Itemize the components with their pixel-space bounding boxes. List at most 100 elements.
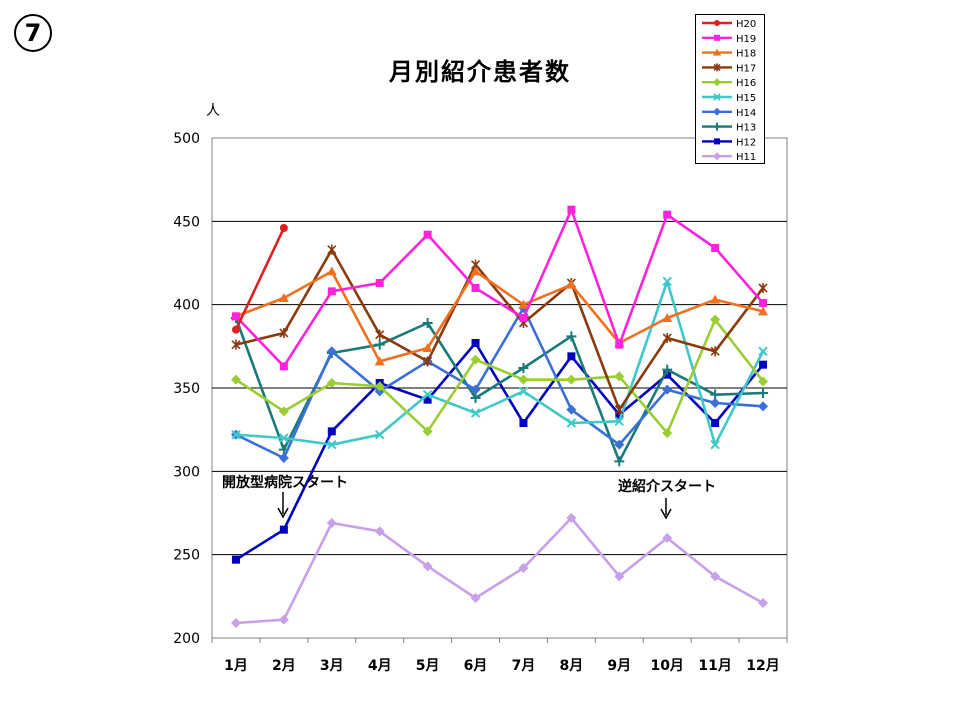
x-tick-label: 4月: [368, 658, 392, 674]
series-h16: [230, 314, 769, 438]
data-point: [374, 356, 385, 366]
series-line: [235, 516, 764, 625]
legend: H20 H19 H18 H17 H16 H15 H14 H13 H12 H11: [695, 14, 765, 164]
data-point: [374, 339, 385, 350]
series-h15: [231, 276, 768, 450]
data-point: [278, 293, 289, 302]
data-point: [614, 456, 625, 467]
data-point: [710, 346, 720, 357]
y-tick-label: 500: [173, 131, 200, 147]
data-point: [279, 362, 288, 371]
data-point: [566, 331, 577, 342]
legend-label: H12: [736, 137, 756, 148]
legend-item-h11: H11: [702, 152, 756, 163]
x-tick-label: 6月: [464, 658, 488, 674]
data-point: [470, 393, 481, 403]
data-point: [518, 374, 529, 385]
data-point: [230, 374, 241, 385]
series-h19: [231, 205, 768, 371]
data-point: [326, 266, 337, 276]
data-point: [758, 401, 769, 412]
legend-label: H11: [736, 152, 756, 163]
data-point: [566, 418, 577, 428]
data-point: [714, 34, 720, 41]
data-point: [758, 306, 769, 316]
data-point: [327, 427, 336, 436]
data-point: [714, 20, 720, 26]
data-point: [470, 593, 481, 603]
series-h18: [230, 266, 769, 366]
data-point: [662, 333, 672, 343]
data-point: [470, 266, 481, 276]
data-point: [758, 283, 768, 293]
series-h20: [231, 224, 288, 334]
series-layer: [230, 205, 769, 628]
data-point: [231, 555, 240, 564]
data-point: [326, 378, 337, 388]
data-point: [326, 518, 337, 528]
legend-label: H16: [736, 78, 756, 89]
x-tick-label: 12月: [746, 658, 779, 674]
data-point: [518, 386, 529, 397]
data-point: [614, 571, 625, 582]
data-point: [662, 384, 673, 395]
legend-item-h18: H18: [702, 48, 756, 60]
data-point: [758, 376, 769, 387]
legend-label: H19: [736, 34, 756, 45]
data-point: [713, 122, 721, 131]
y-tick-label: 200: [173, 631, 200, 647]
data-point: [278, 453, 289, 463]
legend-label: H20: [736, 19, 756, 30]
series-h12: [231, 339, 768, 564]
series-line: [235, 306, 764, 460]
data-point: [710, 439, 720, 450]
data-point: [566, 374, 577, 385]
legend-item-h15: H15: [702, 93, 756, 104]
data-point: [518, 363, 529, 373]
data-point: [230, 618, 241, 628]
series-h13: [230, 313, 769, 467]
chart-title: 月別紹介患者数: [389, 58, 571, 86]
data-point: [566, 513, 577, 523]
x-tick-label: 2月: [272, 658, 296, 674]
legend-item-h19: H19: [702, 34, 756, 45]
annotation-open-hospital-start: 開放型病院スタート: [222, 475, 348, 491]
series-line: [234, 227, 286, 331]
data-point: [327, 244, 337, 255]
data-point: [423, 395, 432, 404]
grid-layer: [211, 137, 788, 639]
data-point: [714, 138, 720, 145]
data-point: [711, 244, 720, 252]
data-point: [518, 563, 529, 573]
data-point: [231, 429, 241, 440]
data-point: [615, 340, 624, 349]
annotation-arrowhead-right: [660, 508, 672, 520]
data-point: [278, 614, 289, 625]
series-line: [235, 280, 765, 446]
data-point: [711, 419, 720, 427]
legend-item-h20: H20: [702, 19, 756, 30]
x-tick-label: 5月: [416, 658, 440, 674]
data-point: [614, 371, 625, 382]
data-point: [231, 339, 241, 350]
data-point: [279, 224, 288, 232]
y-tick-label: 250: [173, 548, 200, 564]
data-point: [470, 408, 481, 418]
data-point: [662, 276, 672, 287]
data-point: [422, 343, 433, 352]
legend-item-h12: H12: [702, 137, 756, 148]
data-point: [327, 439, 337, 450]
x-tick-label: 7月: [512, 658, 536, 674]
y-tick-label: 450: [173, 214, 200, 230]
data-point: [713, 78, 721, 87]
data-point: [518, 299, 529, 309]
data-point: [567, 352, 576, 361]
data-point: [279, 433, 289, 443]
y-axis-unit: 人: [206, 103, 220, 119]
page-number-badge: 7: [14, 14, 52, 52]
data-point: [566, 279, 577, 289]
annotation-arrows: [277, 492, 672, 520]
data-point: [374, 381, 385, 392]
data-point: [471, 284, 480, 292]
